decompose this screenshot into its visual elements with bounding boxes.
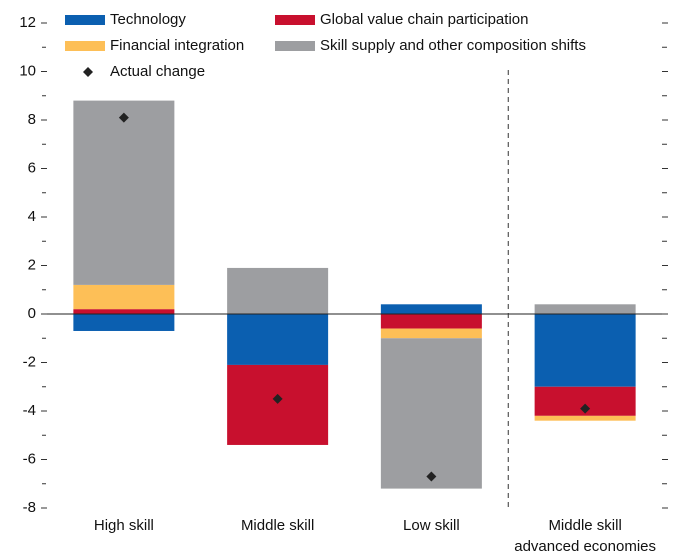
bar-segment — [534, 304, 636, 314]
bar-segment — [227, 314, 329, 365]
legend-swatch — [65, 15, 105, 25]
y-tick-label: -4 — [23, 402, 36, 419]
legend-label: Skill supply and other composition shift… — [320, 37, 586, 54]
y-tick-label: 4 — [28, 208, 36, 225]
x-tick-label: Middle skill advanced economies — [514, 517, 656, 554]
x-tick-label: Low skill — [403, 517, 460, 534]
legend-swatch — [275, 15, 315, 25]
y-tick-label: 10 — [19, 62, 36, 79]
legend-label: Financial integration — [110, 37, 244, 54]
bar-segment — [73, 314, 175, 331]
actual-change-marker — [118, 112, 129, 123]
y-tick-label: 6 — [28, 159, 36, 176]
y-tick-label: -8 — [23, 499, 36, 516]
y-tick-label: 2 — [28, 256, 36, 273]
bar-segment — [380, 338, 482, 489]
legend-swatch — [275, 41, 315, 51]
bar-segment — [534, 415, 636, 421]
x-tick-label: High skill — [94, 517, 154, 534]
y-tick-label: 0 — [28, 305, 36, 322]
legend-swatch — [65, 41, 105, 51]
bar-segment — [534, 314, 636, 387]
y-tick-label: -2 — [23, 353, 36, 370]
bar-segment — [73, 100, 175, 285]
y-tick-label: -6 — [23, 450, 36, 467]
bar-segment — [73, 309, 175, 314]
y-tick-label: 8 — [28, 111, 36, 128]
bar-segment — [73, 284, 175, 310]
bar-segment — [380, 314, 482, 329]
y-tick-label: 12 — [19, 14, 36, 31]
actual-change-marker — [272, 393, 283, 404]
legend-label: Technology — [110, 11, 186, 28]
legend-label: Global value chain participation — [320, 11, 528, 28]
bar-segment — [380, 328, 482, 339]
x-tick-label: Middle skill — [241, 517, 314, 534]
actual-change-marker — [426, 471, 437, 482]
bar-segment — [380, 304, 482, 314]
actual-change-marker — [580, 403, 591, 414]
legend-label: Actual change — [110, 63, 205, 80]
bar-segment — [227, 364, 329, 445]
legend-marker — [83, 67, 93, 77]
bar-segment — [227, 267, 329, 314]
